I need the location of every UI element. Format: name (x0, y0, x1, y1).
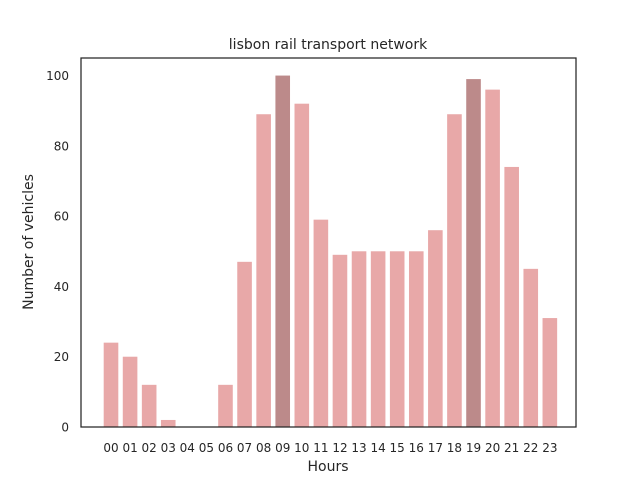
x-tick-label: 15 (390, 441, 405, 455)
bar-14 (370, 251, 386, 427)
chart-title: lisbon rail transport network (229, 37, 428, 53)
x-tick-label: 10 (294, 441, 309, 455)
x-tick-label: 17 (428, 441, 443, 455)
x-tick-label: 05 (199, 441, 214, 455)
x-tick-label: 00 (103, 441, 118, 455)
x-tick-label: 07 (237, 441, 252, 455)
x-tick-label: 20 (485, 441, 500, 455)
bar-20 (485, 89, 500, 427)
bar-17 (428, 230, 443, 427)
bar-03 (160, 419, 176, 427)
bar-00 (103, 342, 119, 427)
x-tick-label: 12 (332, 441, 347, 455)
y-tick-label: 80 (54, 139, 69, 153)
x-tick-label: 18 (447, 441, 462, 455)
bar-15 (389, 251, 405, 427)
y-tick-label: 60 (54, 210, 69, 224)
bar-02 (141, 384, 157, 427)
x-axis-ticks: 00 01 02 03 04 05 06 07 08 09 10 11 12 13 14 15 16 17 18 19… (103, 441, 557, 455)
bar-21 (504, 166, 519, 427)
x-axis-label: Hours (307, 459, 348, 475)
x-tick-label: 23 (542, 441, 557, 455)
x-tick-label: 19 (466, 441, 481, 455)
bar-18 (447, 114, 462, 427)
bar-19 (466, 79, 481, 427)
y-tick-label: 100 (46, 69, 69, 83)
bar-13 (351, 251, 367, 427)
bar-07 (237, 261, 252, 427)
bar-16 (408, 251, 424, 427)
x-tick-label: 09 (275, 441, 290, 455)
bar-12 (332, 254, 348, 427)
x-tick-label: 02 (142, 441, 157, 455)
x-tick-label: 14 (370, 441, 385, 455)
plot-frame (80, 57, 577, 428)
bar-11 (313, 219, 329, 427)
bar-23 (542, 318, 558, 427)
x-tick-label: 01 (122, 441, 137, 455)
bar-08 (256, 114, 271, 427)
x-tick-label: 21 (504, 441, 519, 455)
bar-01 (122, 356, 138, 427)
x-tick-label: 11 (313, 441, 328, 455)
x-tick-label: 08 (256, 441, 271, 455)
bar-22 (523, 268, 539, 427)
x-tick-label: 04 (180, 441, 195, 455)
x-tick-label: 16 (409, 441, 424, 455)
y-tick-label: 40 (54, 280, 69, 294)
x-tick-label: 06 (218, 441, 233, 455)
y-axis-label: Number of vehicles (21, 174, 37, 310)
x-tick-label: 13 (351, 441, 366, 455)
x-tick-label: 22 (523, 441, 538, 455)
y-axis-ticks: 0 20 40 60 80 100 (46, 69, 69, 434)
bar-06 (218, 384, 233, 427)
y-tick-label: 0 (61, 421, 69, 435)
bar-10 (294, 103, 310, 427)
x-tick-label: 03 (161, 441, 176, 455)
bar-09 (275, 75, 291, 427)
bars-group (103, 75, 558, 427)
y-tick-label: 20 (54, 350, 69, 364)
